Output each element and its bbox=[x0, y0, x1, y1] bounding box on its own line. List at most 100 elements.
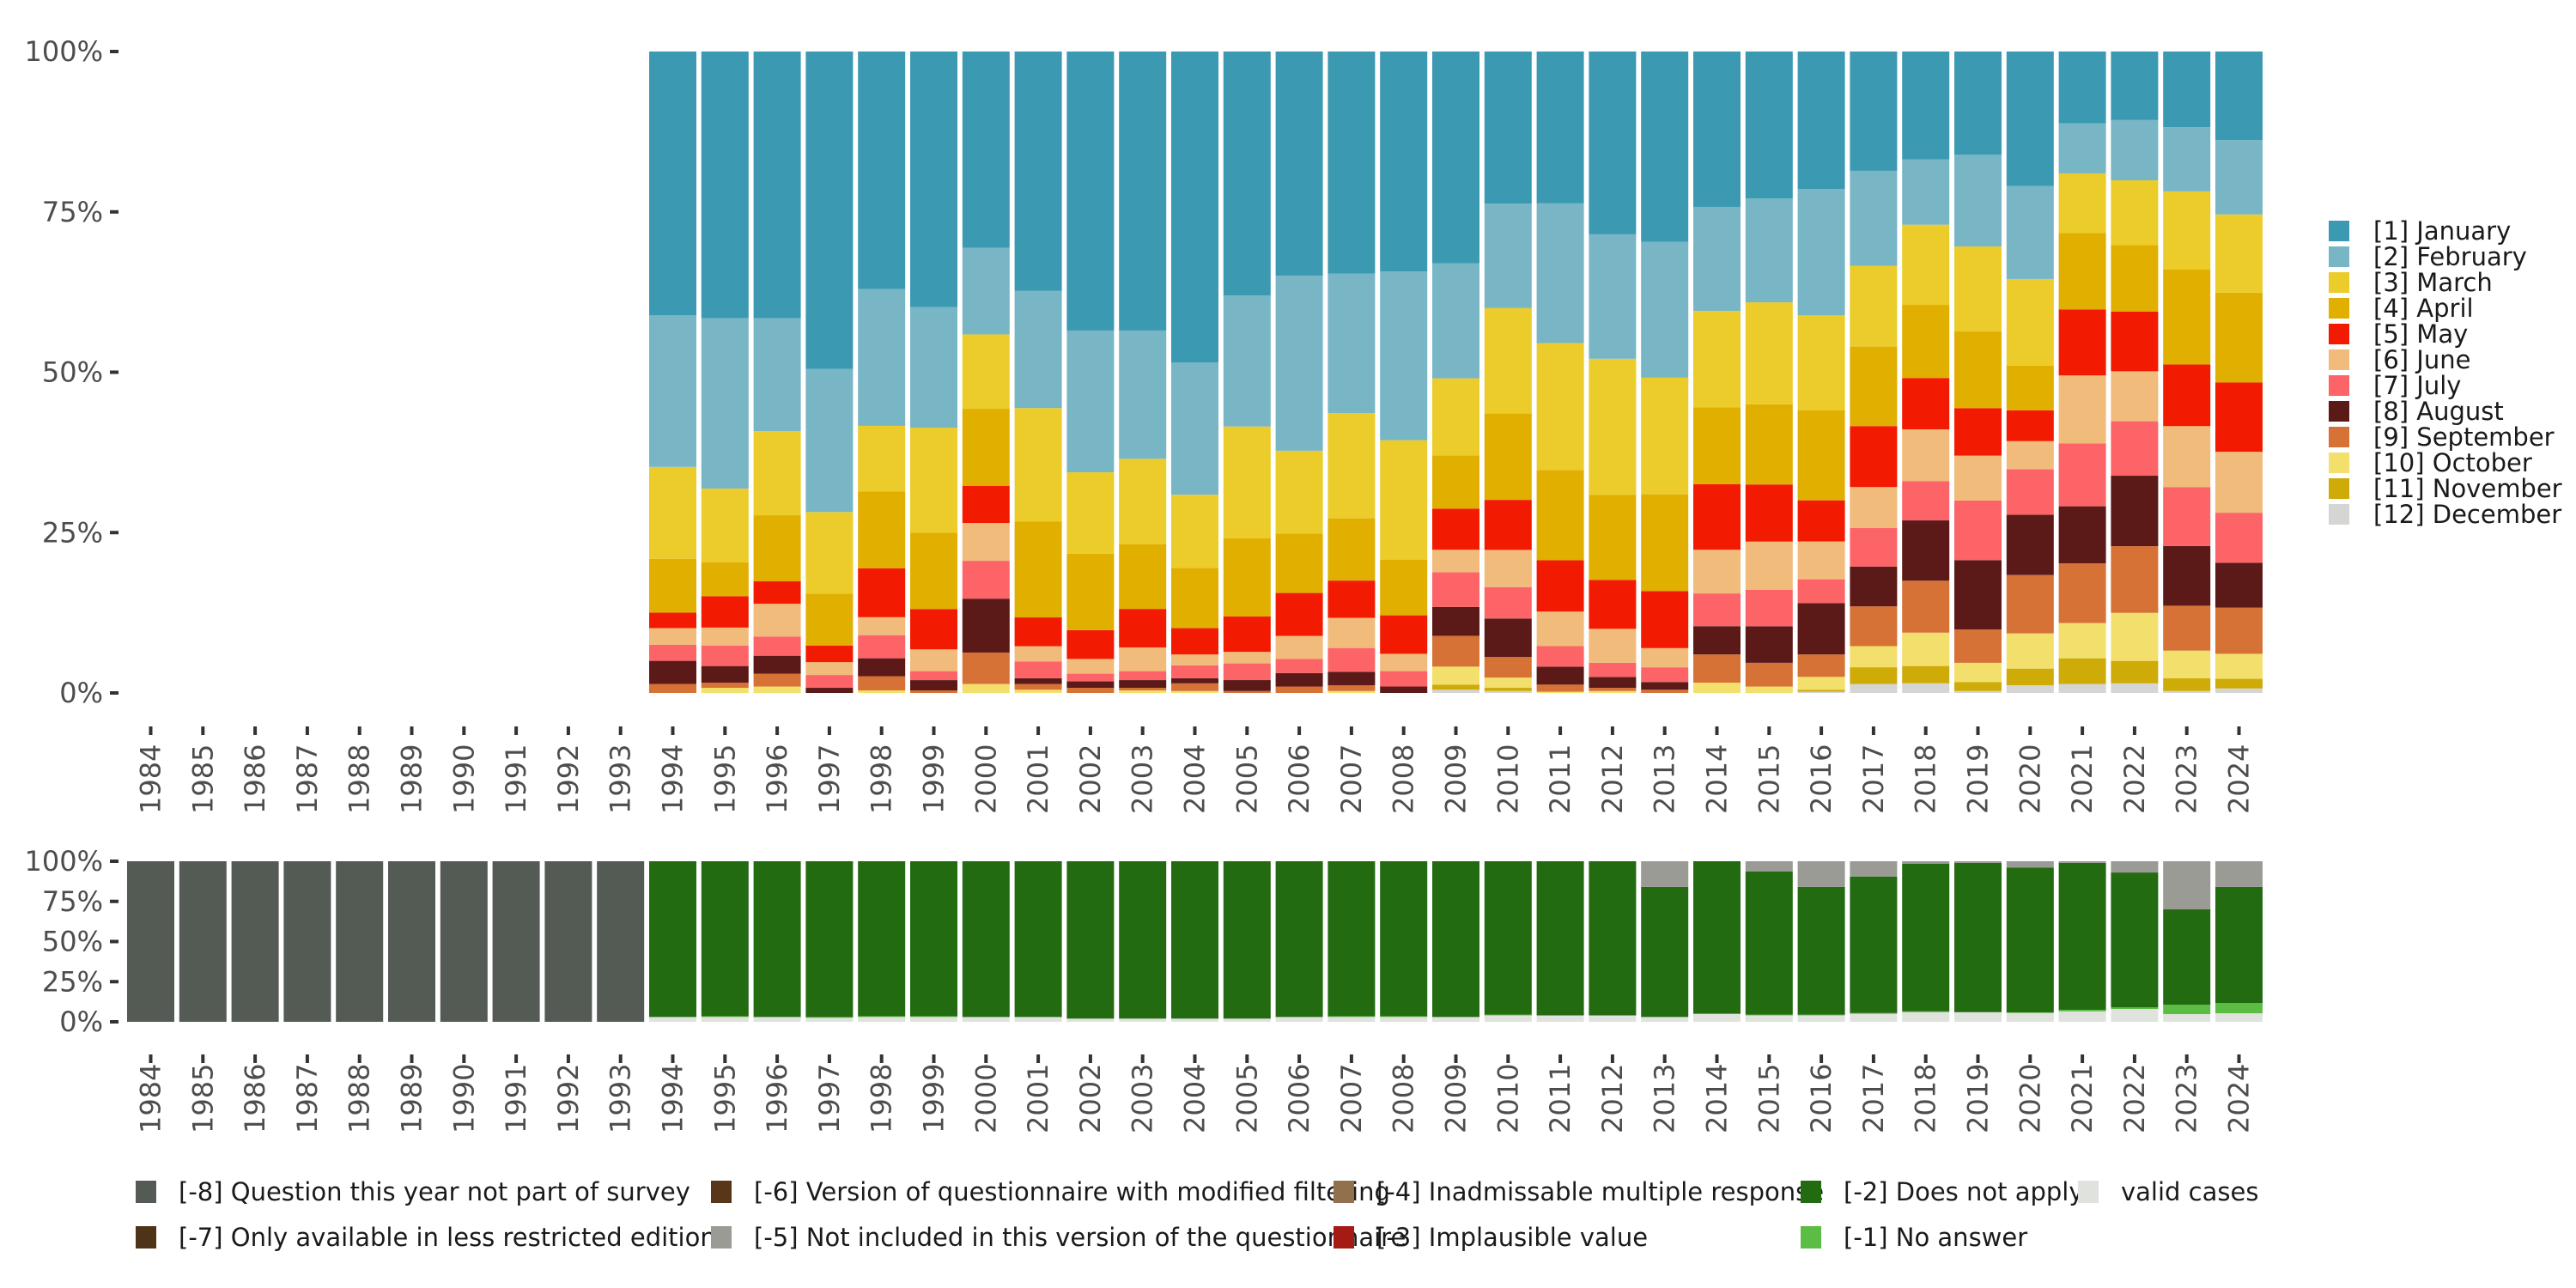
bar-segment bbox=[2163, 364, 2211, 427]
x-tick-mark bbox=[1871, 1054, 1875, 1063]
x-tick-label: 2023 bbox=[2171, 744, 2203, 814]
bar-segment bbox=[1902, 580, 1950, 633]
bar-segment bbox=[1954, 155, 2002, 247]
bar-segment bbox=[1119, 330, 1167, 459]
bar-segment bbox=[179, 861, 227, 1022]
bar-segment bbox=[1797, 1015, 1845, 1022]
legend-label: [6] June bbox=[2373, 345, 2470, 374]
bar-segment bbox=[1641, 667, 1689, 683]
x-tick-mark bbox=[2132, 1054, 2136, 1063]
bar-segment bbox=[1327, 412, 1376, 519]
x-tick-mark bbox=[2184, 1054, 2189, 1063]
bar-segment bbox=[1484, 657, 1532, 678]
bar-segment bbox=[910, 532, 957, 610]
legend-label: [12] December bbox=[2373, 500, 2561, 529]
bar-segment bbox=[1066, 681, 1115, 689]
bar-segment bbox=[649, 628, 696, 645]
bar-segment bbox=[1066, 472, 1115, 554]
x-tick-mark bbox=[1245, 1054, 1249, 1063]
bar-segment bbox=[962, 523, 1010, 562]
bar-segment bbox=[1745, 662, 1793, 687]
bar-segment bbox=[1589, 861, 1637, 1016]
x-tick-mark bbox=[1715, 726, 1719, 735]
x-tick-label: 1989 bbox=[396, 1064, 428, 1133]
bar-segment bbox=[1693, 1013, 1741, 1022]
bar-segment bbox=[910, 1016, 957, 1018]
x-tick-mark bbox=[1140, 726, 1145, 735]
bar-segment bbox=[1797, 654, 1845, 677]
x-tick-mark bbox=[1558, 726, 1563, 735]
x-tick-mark bbox=[253, 1054, 258, 1063]
bar-segment bbox=[1745, 404, 1793, 485]
y-tick-mark bbox=[110, 939, 118, 944]
bar-segment bbox=[805, 368, 854, 513]
bar-segment bbox=[1641, 1017, 1689, 1022]
bar-segment bbox=[910, 690, 957, 693]
legend-label: [-6] Version of questionnaire with modif… bbox=[754, 1177, 1390, 1206]
bar-segment bbox=[1171, 665, 1218, 678]
x-tick-mark bbox=[514, 726, 519, 735]
bar-segment bbox=[2163, 677, 2211, 691]
bar-segment bbox=[1484, 688, 1532, 691]
bar-segment bbox=[858, 425, 906, 492]
x-tick-mark bbox=[775, 726, 780, 735]
x-tick-mark bbox=[357, 1054, 361, 1063]
bar-segment bbox=[2215, 513, 2263, 563]
x-tick-label: 2008 bbox=[1388, 1064, 1420, 1133]
bar-segment bbox=[1797, 410, 1845, 501]
x-tick-label: 2009 bbox=[1440, 1064, 1473, 1133]
bar-segment bbox=[1954, 408, 2002, 456]
bar-segment bbox=[1745, 871, 1793, 1015]
x-tick-label: 1998 bbox=[866, 1064, 898, 1133]
legend-label: [8] August bbox=[2373, 397, 2504, 426]
x-tick-label: 2022 bbox=[2118, 744, 2151, 814]
bar-segment bbox=[1432, 52, 1479, 264]
bar-segment bbox=[962, 247, 1010, 335]
bar-segment bbox=[2215, 607, 2263, 654]
bar-segment bbox=[1745, 484, 1793, 542]
bar-segment bbox=[2006, 440, 2054, 470]
x-tick-mark bbox=[1036, 1054, 1041, 1063]
legend-swatch bbox=[136, 1226, 156, 1249]
bar-segment bbox=[1745, 302, 1793, 404]
bar-segment bbox=[1850, 606, 1898, 647]
bar-segment bbox=[701, 861, 749, 1017]
bar-segment bbox=[753, 673, 801, 687]
bar-segment bbox=[1536, 1015, 1584, 1022]
bar-segment bbox=[1589, 629, 1637, 663]
bar-segment bbox=[1850, 566, 1898, 607]
legend-label: [4] April bbox=[2373, 294, 2474, 323]
bar-segment bbox=[805, 1018, 854, 1022]
x-tick-mark bbox=[1454, 726, 1458, 735]
legend-item: [-7] Only available in less restricted e… bbox=[136, 1223, 716, 1252]
bar-segment bbox=[1380, 686, 1428, 693]
bar-segment bbox=[1327, 671, 1376, 686]
bar-segment bbox=[1275, 659, 1323, 673]
bar-segment bbox=[753, 636, 801, 656]
bar-segment bbox=[2111, 683, 2159, 693]
bar-segment bbox=[2215, 861, 2263, 887]
bar-segment bbox=[1223, 680, 1271, 691]
bar-segment bbox=[1902, 378, 1950, 429]
bar-segment bbox=[1432, 606, 1479, 636]
bar-segment bbox=[2111, 179, 2159, 246]
bar-segment bbox=[1171, 683, 1218, 691]
legend-label: [11] November bbox=[2373, 474, 2562, 503]
bar-segment bbox=[1641, 861, 1689, 887]
bar-segment bbox=[1223, 663, 1271, 681]
x-tick-mark bbox=[2237, 1054, 2241, 1063]
bar-segment bbox=[1954, 246, 2002, 331]
bar-segment bbox=[1954, 560, 2002, 630]
bar-segment bbox=[1745, 861, 1793, 872]
y-tick-label: 100% bbox=[25, 845, 103, 878]
bar-segment bbox=[2058, 623, 2106, 659]
x-tick-label: 2006 bbox=[1283, 1064, 1315, 1133]
bar-segment bbox=[1484, 204, 1532, 308]
bar-segment bbox=[1641, 241, 1689, 378]
y-tick-label: 75% bbox=[42, 885, 103, 918]
bar-segment bbox=[2006, 574, 2054, 634]
x-tick-label: 2018 bbox=[1910, 744, 1942, 814]
x-tick-label: 2016 bbox=[1805, 1064, 1838, 1133]
bar-segment bbox=[649, 612, 696, 629]
bar-segment bbox=[2006, 514, 2054, 575]
